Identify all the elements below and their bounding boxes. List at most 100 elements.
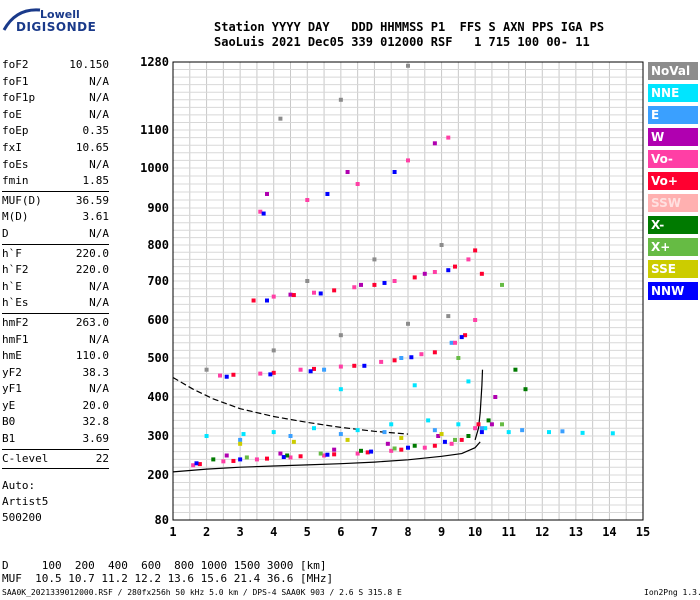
echo-point <box>610 431 615 436</box>
y-tick-label: 600 <box>147 313 169 327</box>
x-tick-label: 8 <box>404 525 411 539</box>
echo-point <box>218 373 222 378</box>
echo-point <box>352 285 357 290</box>
param-label: hmE <box>2 349 22 363</box>
param-label: foEp <box>2 124 29 138</box>
echo-point <box>379 359 384 364</box>
echo-point <box>479 426 484 431</box>
param-row: foF1 N/A <box>2 74 109 91</box>
echo-point <box>318 291 323 296</box>
param-row: foF1p N/A <box>2 90 109 107</box>
legend-item: X- <box>648 216 698 234</box>
x-tick-label: 9 <box>438 525 445 539</box>
echo-point <box>422 271 427 276</box>
echo-point <box>258 371 263 376</box>
param-label: foF2 <box>2 58 29 71</box>
echo-points <box>191 63 615 468</box>
param-value: 38.3 <box>82 365 110 379</box>
echo-point <box>392 358 397 363</box>
param-value: 22 <box>95 451 109 465</box>
param-row: foE N/A <box>2 107 109 124</box>
auto-code: 500200 <box>2 511 42 524</box>
param-value: 0.35 <box>82 124 110 138</box>
echo-point <box>338 333 343 338</box>
param-value: 10.65 <box>75 140 109 154</box>
echo-point <box>345 170 350 174</box>
echo-point <box>305 279 310 283</box>
param-label: D <box>2 226 9 240</box>
echo-point <box>500 282 504 287</box>
echo-point <box>520 428 525 433</box>
echo-point <box>338 432 343 437</box>
echo-point <box>345 437 350 442</box>
param-row: foEp 0.35 <box>2 123 109 140</box>
echo-point <box>432 141 437 146</box>
echo-point <box>271 348 276 353</box>
echo-point <box>500 422 504 427</box>
distance-row: D 100 200 400 600 800 1000 1500 3000 [km… <box>2 559 327 572</box>
echo-point <box>406 63 410 68</box>
x-tick-label: 5 <box>304 525 311 539</box>
echo-point <box>446 314 451 319</box>
virtual-height-curve <box>474 369 484 441</box>
echo-point <box>352 363 357 368</box>
echo-point <box>432 428 437 433</box>
echo-point <box>560 429 565 434</box>
echo-point <box>312 426 316 431</box>
param-row: h`E N/A <box>2 279 109 296</box>
y-tick-label: 1280 <box>140 55 169 69</box>
echo-point <box>322 367 327 372</box>
echo-point <box>332 447 337 452</box>
echo-point <box>332 288 337 293</box>
echo-point <box>231 458 236 463</box>
param-value: N/A <box>89 382 109 396</box>
echo-point <box>221 459 226 464</box>
echo-point <box>406 158 410 163</box>
echo-point <box>479 430 484 435</box>
y-tick-label: 900 <box>147 201 169 215</box>
param-row: h`F2 220.0 <box>2 262 109 279</box>
echo-point <box>466 379 471 384</box>
x-tick-label: 7 <box>371 525 378 539</box>
echo-point <box>288 292 293 297</box>
echo-point <box>278 116 283 121</box>
echo-point <box>389 422 394 427</box>
legend-item: X+ <box>648 238 698 256</box>
y-tick-label: 500 <box>147 351 169 365</box>
param-value: N/A <box>89 74 109 88</box>
legend-item: NNE <box>648 84 698 102</box>
echo-point <box>580 430 585 435</box>
echo-point <box>261 211 266 216</box>
x-tick-label: 13 <box>569 525 583 539</box>
echo-point <box>211 457 216 462</box>
echo-point <box>479 271 484 276</box>
param-value: N/A <box>89 107 109 121</box>
param-value: N/A <box>89 91 109 105</box>
param-label: foF1p <box>2 91 36 105</box>
echo-point <box>382 430 387 435</box>
echo-point <box>369 449 374 454</box>
echo-point <box>456 356 461 360</box>
y-tick-label: 400 <box>147 390 169 404</box>
param-row: yE 20.0 <box>2 398 109 415</box>
param-value: 10.150 <box>69 58 109 71</box>
echo-point <box>432 443 437 448</box>
echo-point <box>459 335 464 340</box>
param-value: 20.0 <box>82 398 110 412</box>
echo-point <box>453 437 457 442</box>
echo-point <box>466 434 471 438</box>
echo-point <box>224 374 229 379</box>
x-tick-labels: 1 2 3 4 5 6 7 8 9 10 11 12 13 14 15 <box>169 525 650 539</box>
echo-point <box>523 387 528 392</box>
echo-point <box>332 452 337 457</box>
echo-point <box>493 395 498 399</box>
echo-point <box>489 422 494 427</box>
echo-point <box>372 257 377 262</box>
echo-point <box>466 257 471 262</box>
echo-point <box>281 455 286 460</box>
param-label: B1 <box>2 432 16 446</box>
virtual-height-curve <box>172 376 409 435</box>
legend-item: Vo+ <box>648 172 698 190</box>
param-label: yF1 <box>2 382 22 396</box>
echo-point <box>191 463 196 468</box>
